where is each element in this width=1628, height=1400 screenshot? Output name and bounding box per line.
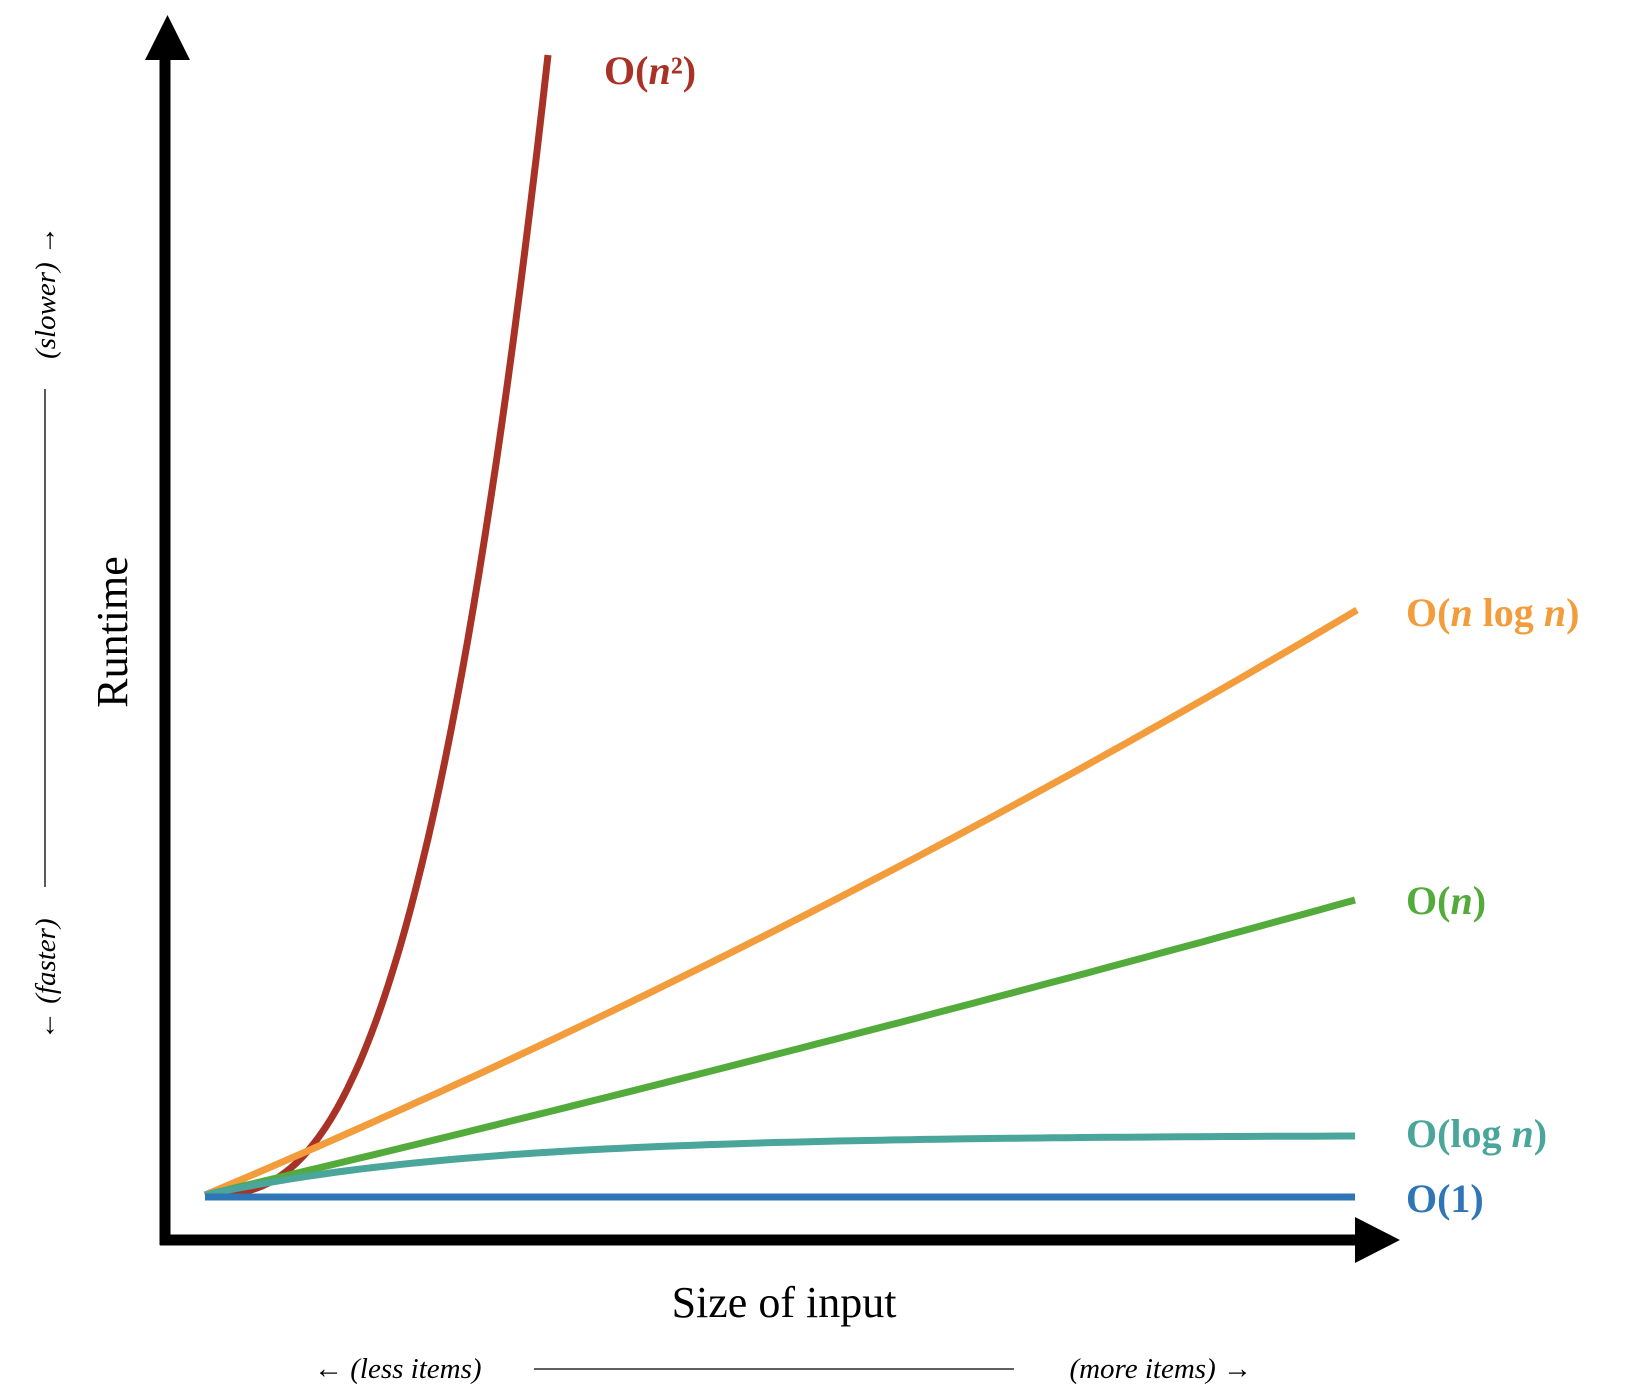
y-hint-high: (slower) →: [30, 226, 62, 359]
x-axis-arrowhead: [1355, 1217, 1400, 1263]
series-label-part: ²: [671, 48, 683, 93]
series-lines: [203, 54, 1359, 1201]
line-o-log-n: [204, 1132, 1355, 1199]
series-label-part: O(1): [1406, 1176, 1484, 1221]
series-label-part: n: [648, 48, 670, 93]
series-label-part: n: [1450, 590, 1472, 635]
label-o-n: O(n): [1406, 878, 1486, 923]
series-label-part: log: [1473, 590, 1544, 635]
series-label-part: O(: [1406, 878, 1450, 923]
series-label-part: n: [1512, 1111, 1534, 1156]
label-o-log-n: O(log n): [1406, 1111, 1547, 1156]
series-labels: O(n²)O(n log n)O(n)O(log n)O(1): [604, 48, 1579, 1221]
x-hint-left: ← (less items): [314, 1353, 482, 1385]
series-label-part: O(: [1406, 590, 1450, 635]
series-label-part: ): [1473, 878, 1486, 923]
series-label-part: ): [683, 48, 696, 93]
series-label-part: ): [1566, 590, 1579, 635]
label-o-1: O(1): [1406, 1176, 1484, 1221]
y-axis-arrowhead: [145, 15, 190, 60]
series-label-part: O(log: [1406, 1111, 1512, 1156]
line-o-n: [204, 896, 1356, 1199]
line-o-n-log-n: [203, 606, 1359, 1199]
series-label-part: n: [1544, 590, 1566, 635]
series-label-part: O(: [604, 48, 648, 93]
x-axis-title: Size of input: [672, 1278, 897, 1327]
y-hint-low: ← (faster): [30, 918, 62, 1040]
series-label-part: n: [1450, 878, 1472, 923]
x-hint-right: (more items) →: [1069, 1353, 1252, 1385]
y-axis-title: Runtime: [88, 556, 137, 708]
line-o-n-squared: [205, 54, 552, 1199]
label-o-n-log-n: O(n log n): [1406, 590, 1579, 635]
series-label-part: ): [1534, 1111, 1547, 1156]
label-o-n-squared: O(n²): [604, 48, 696, 93]
